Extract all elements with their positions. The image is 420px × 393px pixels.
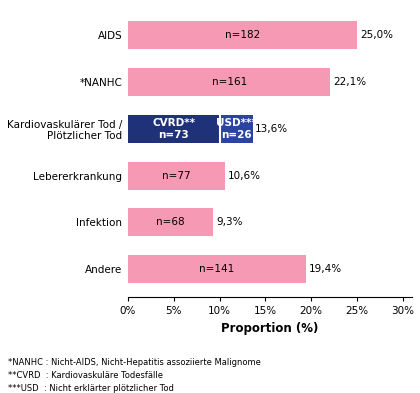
Text: 19,4%: 19,4% (308, 264, 341, 274)
Bar (220, 115, 252, 143)
Bar (128, 68, 331, 96)
Text: 25,0%: 25,0% (360, 30, 393, 40)
Text: **CVRD  : Kardiovaskuläre Todesfälle: **CVRD : Kardiovaskuläre Todesfälle (8, 371, 163, 380)
Bar (128, 115, 220, 143)
X-axis label: Proportion (%): Proportion (%) (221, 322, 319, 335)
Text: n=77: n=77 (162, 171, 191, 181)
Text: n=141: n=141 (199, 264, 234, 274)
Bar (128, 21, 357, 49)
Text: USD***
n=26: USD*** n=26 (216, 118, 257, 140)
Text: ***USD  : Nicht erklärter plötzlicher Tod: ***USD : Nicht erklärter plötzlicher Tod (8, 384, 174, 393)
Text: 13,6%: 13,6% (255, 124, 289, 134)
Bar (128, 208, 213, 237)
Text: *NANHC : Nicht-AIDS, Nicht-Hepatitis assoziierte Malignome: *NANHC : Nicht-AIDS, Nicht-Hepatitis ass… (8, 358, 261, 367)
Text: n=161: n=161 (212, 77, 247, 87)
Bar (128, 255, 306, 283)
Text: 10,6%: 10,6% (228, 171, 261, 181)
Text: n=68: n=68 (156, 217, 185, 228)
Text: CVRD**
n=73: CVRD** n=73 (152, 118, 195, 140)
Text: n=182: n=182 (225, 30, 260, 40)
Text: 9,3%: 9,3% (216, 217, 242, 228)
Text: 22,1%: 22,1% (333, 77, 366, 87)
Bar (128, 162, 225, 190)
